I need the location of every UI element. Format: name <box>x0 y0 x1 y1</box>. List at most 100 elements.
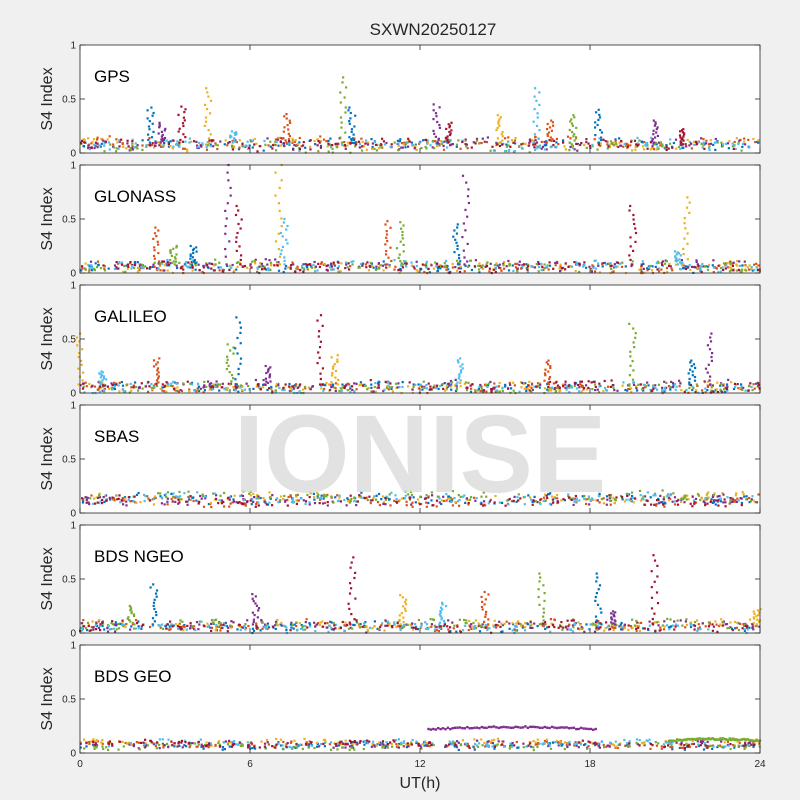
data-point <box>268 259 271 262</box>
data-point <box>537 146 540 149</box>
data-point <box>573 384 576 388</box>
data-point <box>552 741 555 744</box>
data-point <box>162 260 166 263</box>
data-point <box>456 624 459 627</box>
data-point <box>209 386 212 389</box>
data-point <box>155 384 159 387</box>
data-point <box>227 179 230 182</box>
data-point <box>209 501 212 505</box>
data-point <box>421 385 424 388</box>
data-point <box>654 386 657 390</box>
data-point <box>77 383 80 386</box>
data-point <box>238 146 241 149</box>
data-point <box>336 142 339 145</box>
data-point <box>214 142 217 145</box>
data-point <box>613 619 616 622</box>
data-point <box>194 268 197 271</box>
data-point <box>563 145 566 148</box>
data-point <box>223 505 226 508</box>
data-point <box>646 381 649 384</box>
data-point <box>134 381 137 384</box>
data-point <box>178 626 181 629</box>
data-point <box>424 145 427 148</box>
data-point <box>178 261 181 264</box>
data-point <box>575 126 578 129</box>
data-point <box>503 267 506 270</box>
data-point <box>403 262 407 265</box>
data-point <box>401 237 404 240</box>
data-point <box>225 263 228 266</box>
data-point <box>430 499 433 502</box>
data-point <box>340 121 343 124</box>
data-point <box>663 386 666 389</box>
data-point <box>82 385 85 388</box>
data-point <box>393 141 396 144</box>
data-point <box>425 138 428 141</box>
data-point <box>304 625 307 628</box>
data-point <box>542 619 545 622</box>
data-point <box>455 384 458 387</box>
data-point <box>533 495 536 498</box>
data-point <box>334 142 337 145</box>
data-point <box>656 126 659 129</box>
data-point <box>215 499 218 502</box>
data-point <box>466 260 469 263</box>
data-point <box>285 141 288 144</box>
data-point <box>753 612 756 615</box>
data-point <box>467 501 470 505</box>
data-point <box>306 626 309 629</box>
data-point <box>403 625 406 628</box>
data-point <box>555 137 558 141</box>
data-point <box>412 496 415 499</box>
data-point <box>665 260 668 263</box>
data-point <box>718 494 721 498</box>
data-point <box>436 626 439 629</box>
data-point <box>108 148 111 151</box>
data-point <box>229 134 232 137</box>
data-point <box>177 390 180 393</box>
data-point <box>209 112 212 115</box>
data-point <box>590 270 593 273</box>
data-point <box>186 624 189 627</box>
data-point <box>238 321 241 324</box>
data-point <box>465 145 468 148</box>
data-point <box>308 263 312 266</box>
data-point <box>441 601 444 604</box>
data-point <box>629 499 632 502</box>
data-point <box>84 381 87 384</box>
data-point <box>400 262 403 265</box>
data-point <box>346 497 349 500</box>
data-point <box>661 501 664 504</box>
data-point <box>443 140 446 143</box>
data-point <box>548 375 552 379</box>
data-point <box>658 629 661 632</box>
data-point <box>726 266 729 269</box>
data-point <box>688 387 691 390</box>
data-point <box>461 139 464 142</box>
data-point <box>252 496 256 499</box>
data-point <box>244 502 247 505</box>
data-point <box>197 385 201 388</box>
data-point <box>652 129 655 132</box>
data-point <box>348 592 352 595</box>
data-point <box>236 336 239 340</box>
data-point <box>224 225 227 228</box>
data-point <box>501 139 504 142</box>
data-point <box>609 496 612 499</box>
data-point <box>299 383 302 386</box>
data-point <box>346 144 349 147</box>
data-point <box>568 623 571 626</box>
data-point <box>98 502 101 505</box>
data-point <box>430 491 433 494</box>
data-point <box>599 142 602 145</box>
data-point <box>449 497 452 500</box>
data-point <box>148 267 151 270</box>
data-point <box>323 495 326 498</box>
data-point <box>512 141 515 144</box>
data-point <box>651 389 654 392</box>
data-point <box>359 626 362 629</box>
data-point <box>573 381 576 384</box>
data-point <box>184 140 187 143</box>
data-point <box>81 265 84 268</box>
data-point <box>425 505 428 508</box>
